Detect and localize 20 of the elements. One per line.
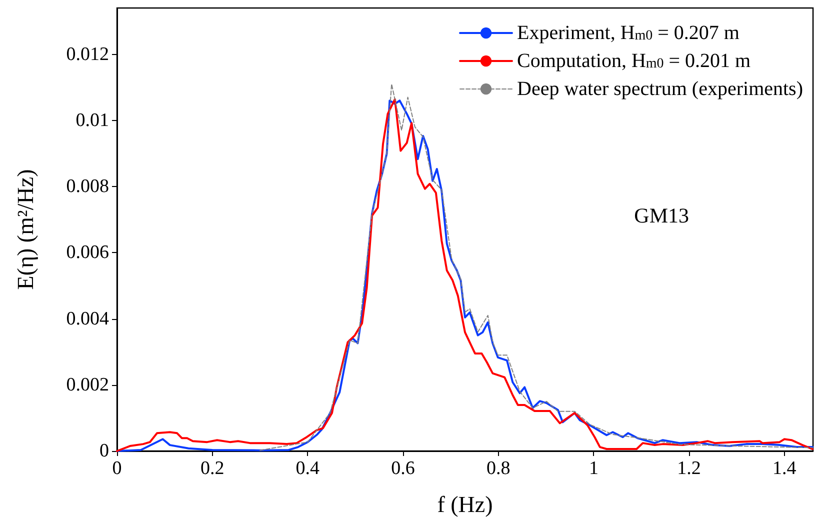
y-tick-label: 0 xyxy=(100,440,109,462)
y-tick-label: 0.008 xyxy=(66,176,109,198)
x-tick-label: 0.4 xyxy=(296,458,320,479)
x-tick-label: 0.6 xyxy=(391,458,415,479)
x-tick-label: 0.8 xyxy=(486,458,510,479)
x-tick-label: 1.4 xyxy=(772,458,797,479)
y-tick-label: 0.004 xyxy=(66,308,110,330)
annotation: GM13 xyxy=(634,204,690,228)
y-axis-title: E(η) (m²/Hz) xyxy=(13,169,38,290)
y-tick-label: 0.006 xyxy=(66,242,109,264)
legend-label: Deep water spectrum (experiments) xyxy=(517,78,804,100)
x-tick-label: 1.2 xyxy=(677,458,701,479)
legend-label: Computation, Hm0 = 0.201 m xyxy=(517,50,752,72)
y-tick-label: 0.01 xyxy=(76,110,109,131)
legend-label: Experiment, Hm0 = 0.207 m xyxy=(517,22,740,44)
x-axis-title: f (Hz) xyxy=(437,492,493,517)
x-tick-label: 1 xyxy=(588,458,598,479)
y-tick-label: 0.002 xyxy=(66,374,109,396)
x-tick-label: 0.2 xyxy=(200,458,224,479)
y-tick-label: 0.012 xyxy=(66,44,109,65)
